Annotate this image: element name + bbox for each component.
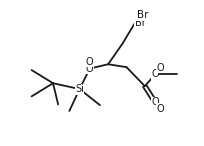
Text: O: O (151, 97, 159, 107)
Text: O: O (86, 57, 94, 67)
Text: Br: Br (135, 18, 145, 28)
Text: Si: Si (75, 84, 84, 94)
Text: O: O (156, 63, 164, 73)
Text: O: O (86, 64, 94, 74)
Text: O: O (156, 104, 164, 114)
Text: O: O (151, 69, 159, 79)
Text: Si: Si (75, 84, 84, 94)
Text: Br: Br (137, 11, 148, 20)
